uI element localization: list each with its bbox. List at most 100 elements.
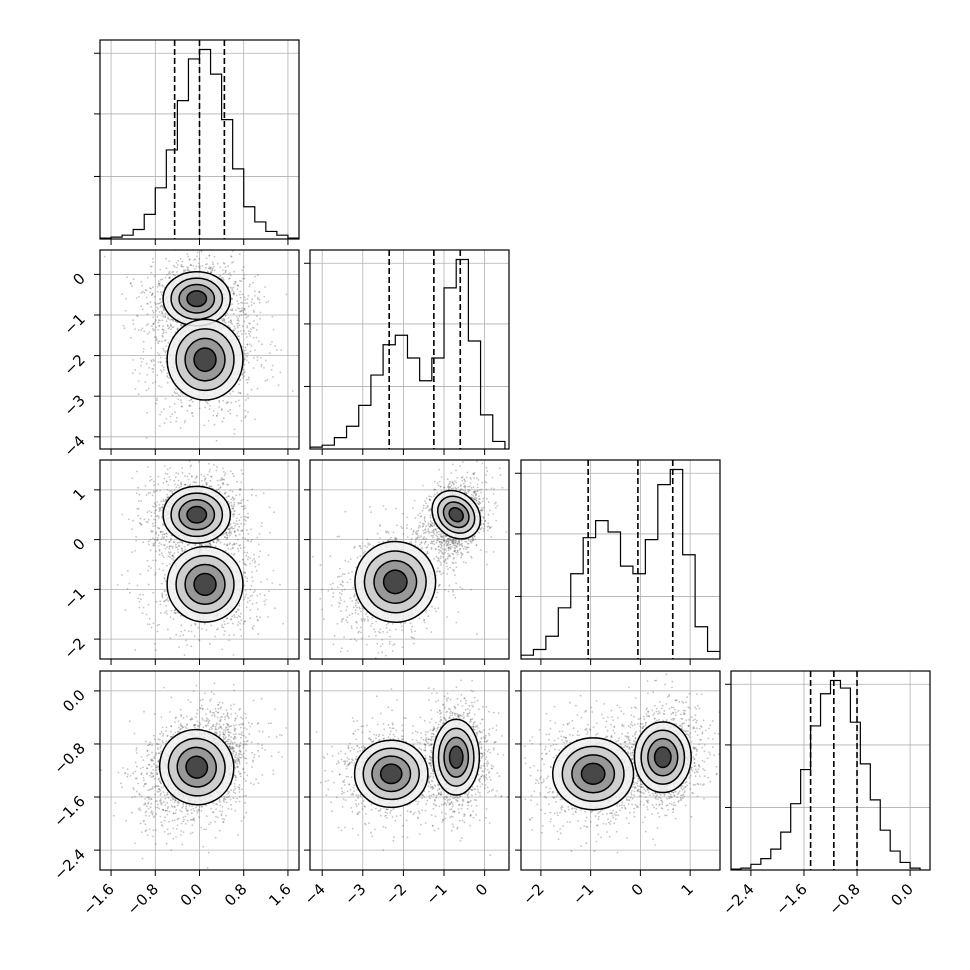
sample-point	[170, 324, 173, 327]
sample-point	[254, 290, 256, 293]
sample-point	[236, 322, 239, 325]
sample-point	[244, 519, 247, 522]
sample-point	[149, 538, 152, 541]
sample-point	[239, 290, 242, 293]
sample-point	[240, 502, 243, 504]
density-contour	[178, 283, 216, 314]
sample-point	[142, 358, 145, 360]
sample-point	[168, 277, 171, 280]
sample-point	[178, 541, 181, 544]
sample-point	[180, 630, 183, 633]
sample-point	[223, 262, 226, 265]
sample-point	[249, 335, 252, 337]
sample-point	[258, 340, 260, 343]
sample-point	[240, 469, 243, 472]
sample-point	[165, 499, 167, 501]
sample-point	[352, 586, 355, 589]
sample-point	[140, 523, 143, 526]
sample-point	[170, 537, 173, 540]
sample-point	[161, 536, 164, 538]
sample-point	[173, 391, 176, 393]
sample-point	[247, 533, 250, 535]
sample-point	[362, 552, 365, 554]
sample-point	[163, 465, 166, 467]
sample-point	[152, 591, 155, 594]
sample-point	[229, 408, 232, 411]
sample-point	[177, 551, 179, 553]
sample-point	[234, 280, 237, 283]
sample-point	[217, 627, 219, 630]
sample-point	[213, 255, 216, 258]
sample-point	[236, 528, 239, 531]
sample-point	[476, 490, 478, 493]
sample-point	[440, 545, 443, 548]
sample-point	[228, 543, 231, 546]
sample-point	[379, 525, 382, 527]
sample-point	[184, 548, 187, 551]
sample-point	[221, 534, 224, 536]
sample-point	[158, 282, 161, 285]
sample-point	[242, 561, 245, 564]
sample-point	[154, 336, 156, 338]
sample-point	[163, 600, 166, 602]
sample-point	[255, 615, 258, 618]
sample-point	[150, 360, 153, 363]
sample-point	[182, 634, 185, 637]
sample-point	[244, 563, 247, 566]
sample-point	[160, 500, 163, 503]
sample-point	[376, 642, 379, 645]
sample-point	[220, 476, 223, 479]
histogram-step	[310, 258, 506, 449]
sample-point	[159, 356, 162, 359]
sample-point	[180, 265, 182, 268]
sample-point	[169, 637, 172, 640]
sample-point	[239, 310, 241, 313]
sample-point	[247, 540, 250, 542]
sample-point	[472, 537, 474, 539]
sample-point	[172, 545, 174, 548]
sample-point	[147, 518, 150, 521]
sample-point	[243, 584, 246, 587]
sample-point	[366, 615, 369, 618]
sample-point	[181, 542, 184, 544]
sample-point	[242, 309, 245, 311]
sample-point	[171, 326, 174, 329]
sample-point	[173, 552, 176, 555]
sample-point	[156, 536, 159, 539]
sample-point	[166, 597, 169, 599]
sample-point	[158, 568, 161, 570]
sample-point	[164, 276, 167, 279]
sample-point	[245, 554, 248, 557]
sample-point	[257, 619, 259, 622]
sample-point	[223, 474, 226, 477]
sample-point	[161, 533, 164, 536]
sample-point	[256, 315, 258, 317]
sample-point	[259, 616, 261, 619]
sample-point	[138, 372, 141, 375]
sample-point	[167, 628, 169, 631]
sample-point	[226, 543, 229, 546]
sample-point	[172, 326, 175, 328]
sample-point	[169, 276, 171, 279]
sample-point	[186, 410, 189, 412]
sample-point	[246, 551, 249, 554]
sample-point	[243, 277, 246, 280]
sample-point	[163, 544, 165, 546]
sample-point	[226, 544, 229, 547]
sample-point	[152, 311, 155, 314]
sample-point	[439, 485, 442, 488]
sample-point	[260, 581, 263, 583]
sample-point	[155, 338, 158, 340]
sample-point	[240, 301, 242, 304]
sample-point	[210, 475, 213, 478]
sample-point	[207, 420, 210, 422]
sample-point	[152, 543, 155, 546]
sample-point	[245, 564, 248, 567]
sample-point	[154, 519, 157, 521]
sample-point	[224, 270, 227, 272]
sample-point	[248, 599, 251, 602]
sample-point	[438, 468, 440, 471]
sample-point	[174, 609, 177, 611]
sample-point	[165, 257, 168, 260]
sample-point	[210, 271, 213, 274]
